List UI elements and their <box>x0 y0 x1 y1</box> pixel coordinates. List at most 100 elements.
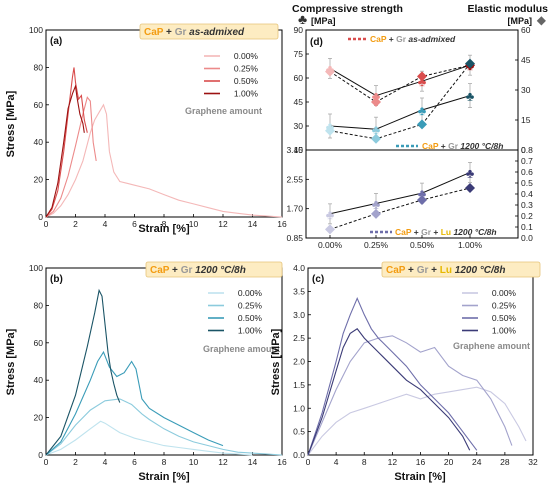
y2-tick-label: 0.4 <box>521 189 533 199</box>
y-tick-label: 40 <box>34 137 44 147</box>
y2-tick-label: 0.1 <box>521 222 533 232</box>
as-admixed-strength-marker: ♣ <box>372 89 381 104</box>
diamond-icon: ◆ <box>537 13 547 27</box>
series-line-0-25pct <box>307 335 513 456</box>
x-tick-label: 2 <box>73 219 78 229</box>
panel-b-label: (b) <box>50 274 63 285</box>
y2-tick-label: 0.5 <box>521 178 533 188</box>
x-tick-label: 0 <box>306 457 311 467</box>
legend-label: 0.25% <box>234 64 259 74</box>
x-tick-label: 0 <box>44 219 49 229</box>
y2-tick-label: 0 <box>521 145 526 155</box>
series-line-1-00pct <box>45 288 121 456</box>
y-tick-label: 60 <box>294 73 304 83</box>
series-line-0-00pct <box>45 420 253 456</box>
series-line-1-00pct <box>307 328 471 456</box>
y-tick-label: 80 <box>34 62 44 72</box>
y-tick-label: 0 <box>38 450 43 460</box>
x-tick-label: 4 <box>103 457 108 467</box>
series-line-0-50pct <box>307 297 478 456</box>
lu-strength-marker: ♣ <box>466 165 475 180</box>
x-tick-label: 0.25% <box>364 240 389 250</box>
x-tick-label: 16 <box>416 457 426 467</box>
panel-a-chart: (a) CaP + Gr as-admixed Graphene amount … <box>5 23 287 235</box>
x-tick-label: 32 <box>528 457 538 467</box>
x-tick-label: 14 <box>248 457 258 467</box>
panel-a-legend-note: Graphene amount <box>185 106 262 116</box>
x-tick-label: 8 <box>162 457 167 467</box>
lu-strength-marker: ♣ <box>418 186 427 201</box>
y-tick-label: 60 <box>34 100 44 110</box>
y-tick-label: 2.5 <box>293 333 305 343</box>
legend-label: 0.50% <box>238 313 263 323</box>
lu-strength-marker: ♣ <box>326 207 335 222</box>
y2-tick-label: 0.8 <box>521 145 533 155</box>
y-tick-label: 90 <box>294 25 304 35</box>
panel-b-title: CaP + Gr 1200 °C/8h <box>150 265 246 276</box>
gr1200-strength-marker: ♣ <box>466 89 475 104</box>
panel-c-ylabel: Stress [MPa] <box>270 328 282 395</box>
panel-a-ylabel: Stress [MPa] <box>5 90 17 157</box>
y2-tick-label: 0.0 <box>521 233 533 243</box>
series-line-0-00pct <box>45 103 283 218</box>
panel-d-left-title: Compressive strength <box>292 3 403 15</box>
y-tick-label: 60 <box>34 338 44 348</box>
as-admixed-modulus-marker <box>417 71 427 82</box>
panel-a-title-box <box>139 23 279 40</box>
trend-gr1200-modulus <box>329 63 471 140</box>
y-tick-label: 20 <box>34 175 44 185</box>
x-tick-label: 1.00% <box>458 240 483 250</box>
panel-d-label: (d) <box>310 37 323 48</box>
x-tick-label: 12 <box>218 457 228 467</box>
x-tick-label: 2 <box>73 457 78 467</box>
legend-label: 0.50% <box>492 313 517 323</box>
x-tick-label: 16 <box>277 457 287 467</box>
y-tick-label: 40 <box>34 375 44 385</box>
as-admixed-modulus-marker <box>371 97 381 107</box>
panel-b-chart: (b) CaP + Gr 1200 °C/8h Graphene amount … <box>5 261 287 483</box>
series-line-1-00pct <box>45 83 85 218</box>
x-tick-label: 4 <box>103 219 108 229</box>
lu-modulus-marker <box>325 224 335 235</box>
x-tick-label: 28 <box>500 457 510 467</box>
y-tick-label: 1.0 <box>293 403 305 413</box>
legend-label: 0.25% <box>492 301 517 311</box>
panel-d-right-title: Elastic modulus <box>467 3 548 15</box>
gr1200-strength-marker: ♣ <box>372 122 381 137</box>
y-tick-label: 3.5 <box>293 286 305 296</box>
legend-label: 0.25% <box>238 301 263 311</box>
x-tick-label: 16 <box>277 219 287 229</box>
legend-label: 0.00% <box>492 288 517 298</box>
panel-a-xlabel: Strain [%] <box>138 223 190 235</box>
trend-lu-modulus <box>329 187 471 230</box>
panel-d-legend-3: CaP + Gr + Lu 1200 °C/8h <box>395 227 497 237</box>
y2-tick-label: 0.6 <box>521 167 533 177</box>
y-tick-label: 3.40 <box>286 145 303 155</box>
legend-label: 0.00% <box>234 51 259 61</box>
series-line-0-25pct <box>45 398 283 456</box>
panel-d-legend-1: CaP + Gr as-admixed <box>370 34 456 44</box>
y-tick-label: 0.85 <box>286 233 303 243</box>
panel-d-legend-2: CaP + Gr 1200 °C/8h <box>422 141 503 151</box>
panel-a-title: CaP + Gr as-admixed <box>144 27 245 38</box>
y-tick-label: 100 <box>29 25 43 35</box>
x-tick-label: 6 <box>132 219 137 229</box>
panel-a-label: (a) <box>50 36 62 47</box>
y-tick-label: 80 <box>34 300 44 310</box>
panel-c-title: CaP + Gr + Lu 1200 °C/8h <box>386 265 505 276</box>
legend-label: 0.50% <box>234 76 259 86</box>
panel-b-xlabel: Strain [%] <box>138 471 190 483</box>
trend-as-admixed-strength <box>329 64 471 97</box>
x-tick-label: 20 <box>444 457 454 467</box>
lu-modulus-marker <box>465 182 475 193</box>
panel-c-title-box <box>381 261 541 278</box>
lu-modulus-marker <box>417 195 427 206</box>
trend-as-admixed-modulus <box>329 64 471 103</box>
x-tick-label: 4 <box>334 457 339 467</box>
panel-c-chart: (c) CaP + Gr + Lu 1200 °C/8h Graphene am… <box>270 261 541 483</box>
y2-tick-label: 0.7 <box>521 156 533 166</box>
x-tick-label: 0.00% <box>318 240 343 250</box>
x-tick-label: 14 <box>248 219 258 229</box>
x-tick-label: 8 <box>162 219 167 229</box>
